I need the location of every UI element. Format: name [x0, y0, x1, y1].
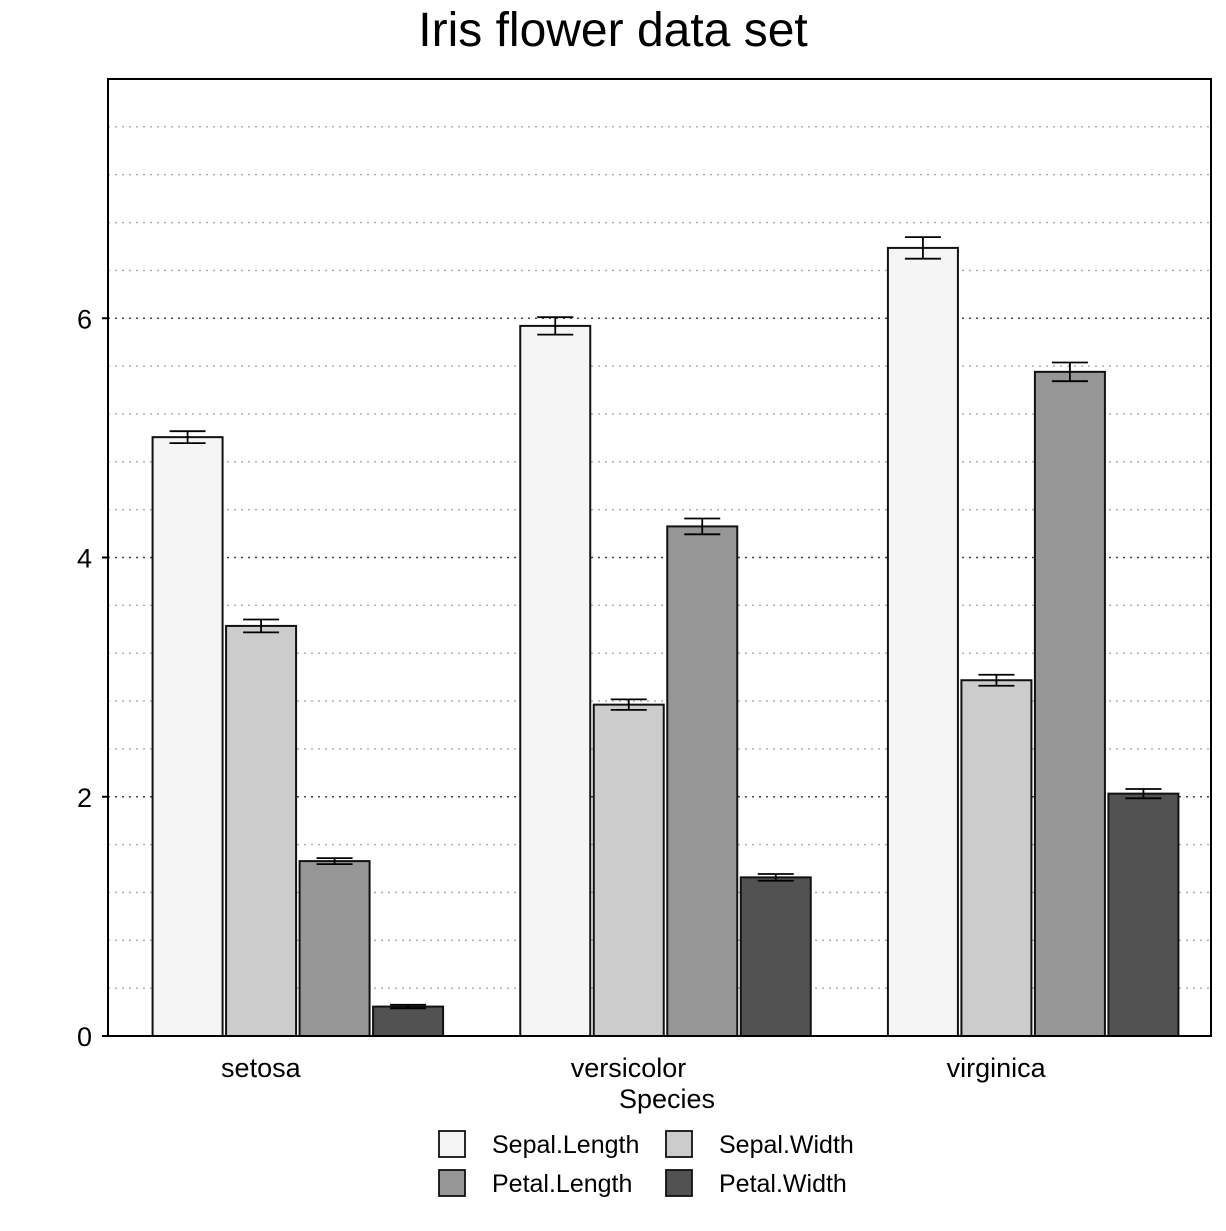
legend-label: Sepal.Width — [719, 1131, 854, 1159]
legend-label: Petal.Length — [492, 1170, 632, 1198]
y-tick-label: 2 — [77, 783, 92, 813]
bar-petal-width-versicolor — [739, 876, 812, 1038]
x-category-label: setosa — [221, 1053, 302, 1083]
error-bar-sepal-width-versicolor — [610, 698, 647, 711]
y-tick-label: 6 — [77, 304, 92, 334]
x-category-label: virginica — [947, 1053, 1047, 1083]
bar-sepal-width-virginica — [960, 679, 1033, 1037]
error-bar-sepal-length-virginica — [904, 236, 941, 260]
bar-sepal-length-virginica — [886, 246, 959, 1037]
error-bar-petal-length-virginica — [1051, 361, 1088, 383]
error-bar-sepal-length-versicolor — [537, 316, 574, 336]
legend-swatch — [665, 1169, 693, 1197]
bars-group — [151, 246, 1180, 1038]
error-bar-petal-width-versicolor — [757, 873, 794, 882]
legend-item-petal-length: Petal.Length — [438, 1169, 632, 1198]
legend-item-petal-width: Petal.Width — [665, 1169, 847, 1198]
legend-item-sepal-width: Sepal.Width — [665, 1130, 854, 1159]
chart-title: Iris flower data set — [418, 4, 807, 57]
bar-sepal-length-versicolor — [519, 324, 592, 1037]
error-bars-group — [169, 236, 1162, 1010]
x-axis-label: Species — [619, 1084, 715, 1114]
error-bar-sepal-length-setosa — [169, 430, 206, 445]
bar-petal-length-virginica — [1033, 370, 1106, 1038]
error-bar-sepal-width-virginica — [978, 673, 1015, 687]
bar-petal-width-setosa — [372, 1005, 445, 1038]
y-axis: 0 2 4 6 — [77, 304, 108, 1052]
error-bar-petal-length-setosa — [316, 857, 353, 865]
error-bar-petal-width-virginica — [1125, 788, 1162, 800]
legend-label: Petal.Width — [719, 1170, 847, 1198]
legend-swatch — [665, 1130, 693, 1158]
error-bar-petal-width-setosa — [390, 1003, 427, 1010]
error-bar-sepal-width-setosa — [243, 618, 280, 634]
y-tick-label: 0 — [77, 1022, 92, 1052]
x-category-label: versicolor — [571, 1053, 687, 1083]
x-axis: setosa versicolor virginica — [221, 1053, 1047, 1083]
bar-sepal-width-versicolor — [592, 703, 665, 1037]
legend: Sepal.Length Sepal.Width Petal.Length Petal… — [438, 1130, 854, 1198]
error-bar-petal-length-versicolor — [684, 517, 721, 536]
y-tick-label: 4 — [77, 544, 92, 574]
legend-swatch — [438, 1130, 466, 1158]
legend-swatch — [438, 1169, 466, 1197]
bar-petal-length-setosa — [298, 860, 371, 1038]
bar-sepal-length-setosa — [151, 436, 224, 1038]
bar-petal-width-virginica — [1107, 792, 1180, 1038]
legend-label: Sepal.Length — [492, 1131, 639, 1159]
legend-item-sepal-length: Sepal.Length — [438, 1130, 639, 1159]
bar-sepal-width-setosa — [225, 624, 298, 1037]
bar-petal-length-versicolor — [666, 525, 739, 1038]
